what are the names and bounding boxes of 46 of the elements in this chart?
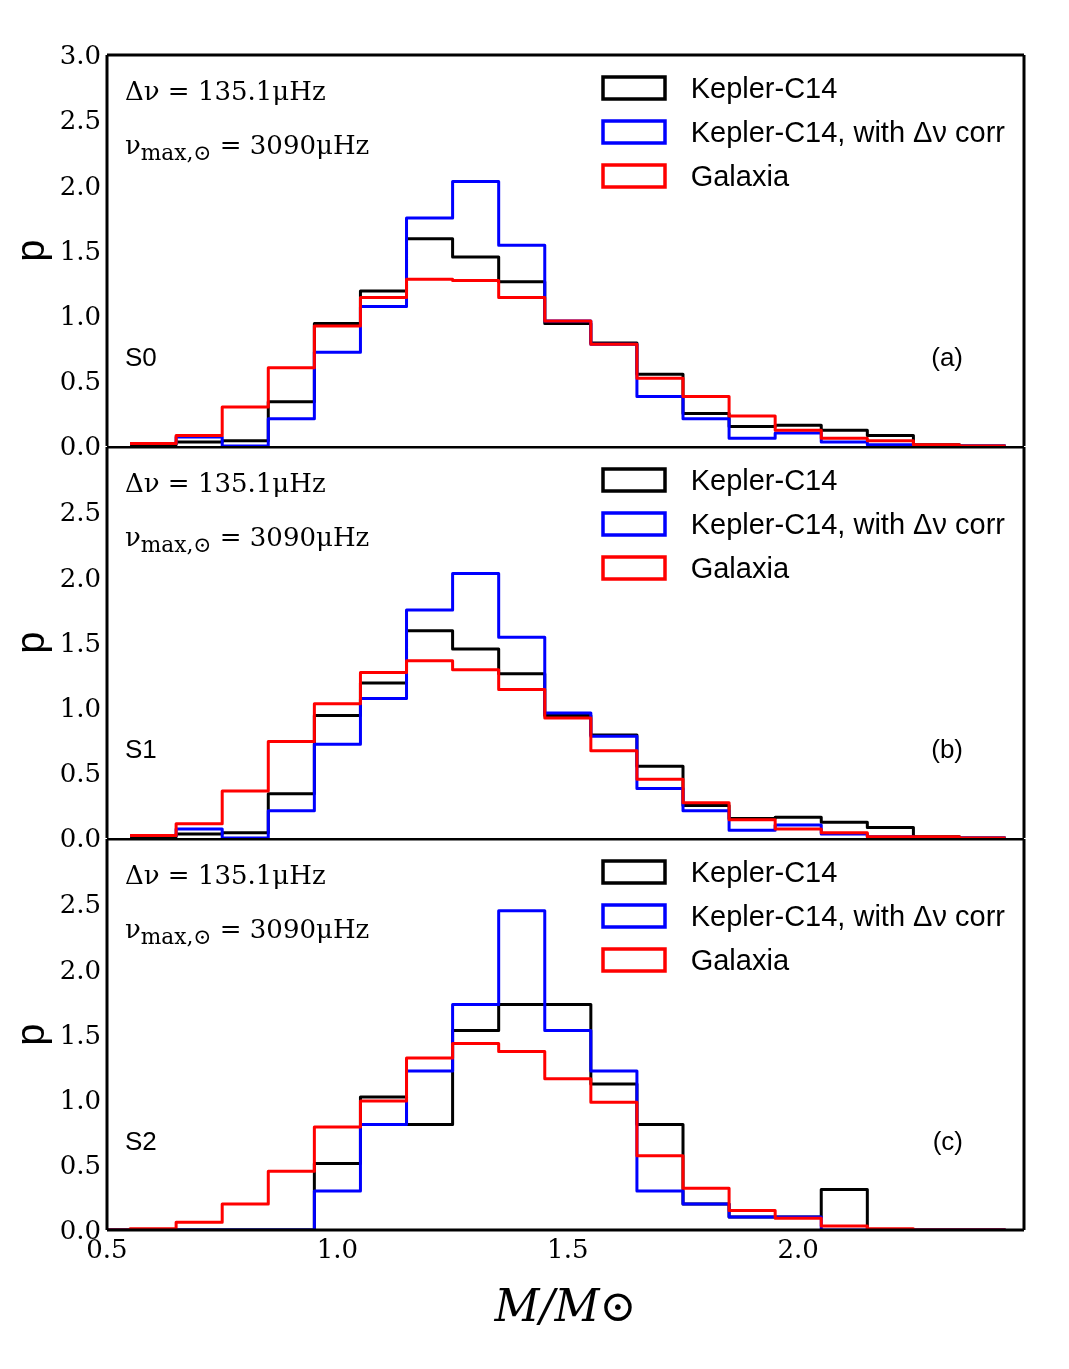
y-tick-label: 1.0 <box>59 1084 101 1115</box>
y-tick-label: 0.0 <box>59 431 101 462</box>
legend-label: Kepler-C14 <box>690 855 838 889</box>
y-tick-label: 2.0 <box>59 170 101 201</box>
legend-label: Kepler-C14 <box>690 463 838 497</box>
x-tick-label: 1.5 <box>547 1234 589 1265</box>
y-tick-label: 1.5 <box>59 1019 101 1050</box>
annotation: ν$_{max,⊙}$ = 3090μHz <box>125 914 370 950</box>
x-tick-label: 2.0 <box>777 1234 819 1265</box>
y-tick-label: 2.5 <box>59 889 101 920</box>
y-tick-label: 0.5 <box>59 758 101 789</box>
y-tick-label: 3.0 <box>59 40 101 71</box>
legend-label: Kepler-C14, with Δν corr <box>690 507 1005 541</box>
y-tick-label: 2.0 <box>59 562 101 593</box>
y-tick-label: 2.5 <box>59 105 101 136</box>
y-tick-label: 1.5 <box>59 627 101 658</box>
legend-label: Kepler-C14 <box>690 71 838 105</box>
y-axis-title: p <box>8 1023 52 1046</box>
annotation: ν$_{max,⊙}$ = 3090μHz <box>125 522 370 558</box>
annotation: (a) <box>931 342 963 373</box>
y-axis-title: p <box>8 631 52 654</box>
legend-label: Kepler-C14, with Δν corr <box>690 115 1005 149</box>
x-axis-title: M/M⊙ <box>493 1280 637 1331</box>
annotation: S0 <box>125 342 157 373</box>
y-tick-label: 2.5 <box>59 497 101 528</box>
x-tick-label: 1.0 <box>316 1234 359 1265</box>
y-tick-label: 1.0 <box>59 300 101 331</box>
annotation: S1 <box>125 734 157 765</box>
legend-label: Kepler-C14, with Δν corr <box>690 899 1005 933</box>
legend-label: Galaxia <box>690 159 790 193</box>
y-tick-label: 1.0 <box>59 692 101 723</box>
y-tick-label: 2.0 <box>59 954 101 985</box>
annotation: Δν = 135.1μHz <box>125 860 326 890</box>
y-tick-label: 0.5 <box>59 366 101 397</box>
annotation: Δν = 135.1μHz <box>125 76 326 106</box>
annotation: S2 <box>125 1126 157 1157</box>
y-tick-label: 1.5 <box>59 235 101 266</box>
legend-label: Galaxia <box>690 551 790 585</box>
annotation: ν$_{max,⊙}$ = 3090μHz <box>125 130 370 166</box>
annotation: Δν = 135.1μHz <box>125 468 326 498</box>
annotation: (c) <box>932 1126 963 1157</box>
y-tick-label: 0.0 <box>59 823 101 854</box>
y-tick-label: 0.5 <box>59 1150 101 1181</box>
y-axis-title: p <box>8 239 52 262</box>
legend-label: Galaxia <box>690 943 790 977</box>
annotation: (b) <box>931 734 963 765</box>
